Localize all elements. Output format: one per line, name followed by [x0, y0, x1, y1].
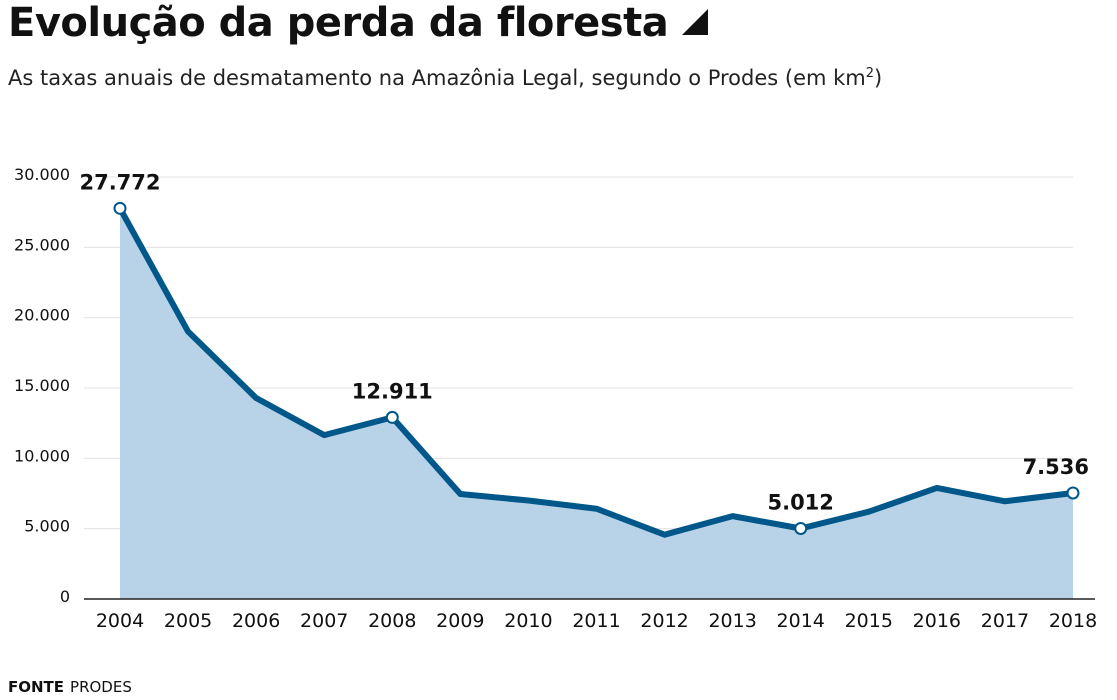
y-tick-label: 15.000: [14, 376, 70, 395]
x-tick-label: 2011: [572, 610, 620, 632]
line-layer: [117, 205, 1076, 538]
x-tick-label: 2016: [913, 610, 961, 632]
y-tick-label: 20.000: [14, 306, 70, 325]
y-tick-label: 10.000: [14, 446, 70, 465]
chart-title-text: Evolução da perda da floresta: [8, 0, 669, 46]
x-tick-label: 2015: [845, 610, 893, 632]
data-point-marker: [385, 410, 399, 424]
subtitle-main: As taxas anuais de desmatamento na Amazô…: [8, 66, 866, 90]
data-label: 5.012: [767, 490, 833, 514]
subtitle-end: ): [874, 66, 883, 90]
x-tick-label: 2017: [981, 610, 1029, 632]
source-note: FONTE PRODES: [8, 678, 132, 696]
area-layer: [120, 208, 1073, 600]
series-line: [117, 205, 1076, 538]
data-label-layer: 27.772 12.911 5.012 7.536: [79, 170, 1089, 514]
data-label: 12.911: [352, 379, 433, 403]
y-tick-label: 0: [60, 587, 70, 606]
x-tick-label: 2013: [708, 610, 756, 632]
source-label: FONTE: [8, 678, 65, 696]
chart-subtitle: As taxas anuais de desmatamento na Amazô…: [8, 66, 882, 90]
series-area: [120, 208, 1073, 600]
x-tick-label: 2009: [436, 610, 484, 632]
triangle-icon: [682, 9, 709, 35]
y-tick-label: 30.000: [14, 165, 70, 184]
x-tick-label: 2005: [164, 610, 212, 632]
y-tick-label: 25.000: [14, 235, 70, 254]
x-tick-label: 2012: [640, 610, 688, 632]
data-point-marker: [113, 201, 127, 215]
x-tick-label: 2018: [1049, 610, 1097, 632]
data-label: 27.772: [79, 170, 160, 194]
chart-title: Evolução da perda da floresta: [8, 0, 709, 46]
x-tick-label: 2008: [368, 610, 416, 632]
x-tick-label: 2004: [96, 610, 144, 632]
x-tick-label: 2006: [232, 610, 280, 632]
data-point-marker: [1066, 486, 1080, 500]
y-axis-ticks: 0 5.000 10.000 15.000 20.000 25.000 30.000: [14, 165, 70, 606]
x-tick-label: 2007: [300, 610, 348, 632]
marker-layer: [113, 201, 1080, 535]
x-axis-ticks: 2004 2005 2006 2007 2008 2009 2010 2011 2012 2013…: [96, 610, 1097, 632]
data-label: 7.536: [1023, 455, 1089, 479]
x-tick-label: 2010: [504, 610, 552, 632]
data-point-marker: [794, 521, 808, 535]
x-tick-label: 2014: [777, 610, 825, 632]
source-value: PRODES: [70, 678, 132, 696]
subtitle-superscript: 2: [865, 66, 875, 81]
y-tick-label: 5.000: [24, 517, 70, 536]
